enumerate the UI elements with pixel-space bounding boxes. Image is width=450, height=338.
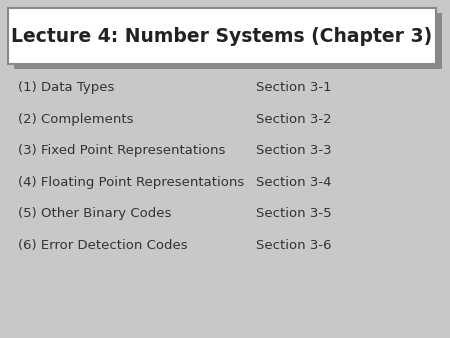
Text: (5) Other Binary Codes: (5) Other Binary Codes [18,207,171,220]
Text: Section 3-4: Section 3-4 [256,176,332,189]
Text: (3) Fixed Point Representations: (3) Fixed Point Representations [18,144,225,157]
Text: Section 3-3: Section 3-3 [256,144,332,157]
Text: Section 3-6: Section 3-6 [256,239,332,251]
Text: (2) Complements: (2) Complements [18,113,134,126]
Bar [8,8,436,64]
Bar [14,13,442,69]
Text: Lecture 4: Number Systems (Chapter 3): Lecture 4: Number Systems (Chapter 3) [11,27,432,46]
Text: Section 3-5: Section 3-5 [256,207,332,220]
Text: Section 3-2: Section 3-2 [256,113,332,126]
Text: (1) Data Types: (1) Data Types [18,81,114,94]
Text: (4) Floating Point Representations: (4) Floating Point Representations [18,176,244,189]
Text: Section 3-1: Section 3-1 [256,81,332,94]
Text: (6) Error Detection Codes: (6) Error Detection Codes [18,239,188,251]
